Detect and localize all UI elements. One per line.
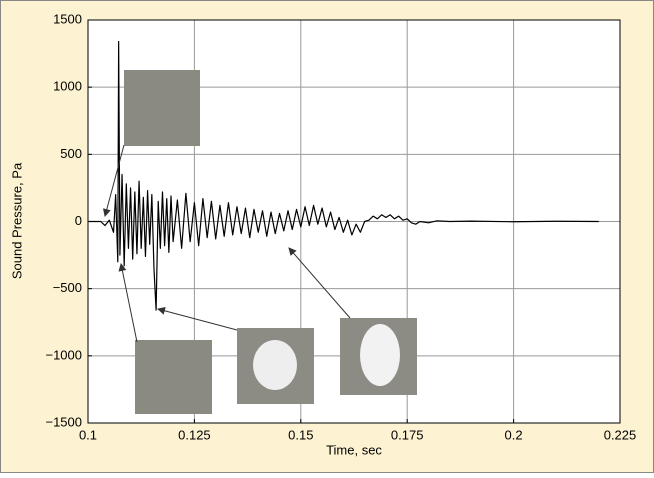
- inset-cloud: [360, 324, 400, 386]
- y-tick-label: 1000: [53, 79, 82, 94]
- data-line: [88, 40, 599, 311]
- x-tick-label: 0.15: [288, 427, 313, 442]
- y-tick-label: 0: [75, 213, 82, 228]
- y-tick-label: −1000: [45, 347, 82, 362]
- y-tick-label: −500: [53, 280, 82, 295]
- y-tick-label: 500: [60, 146, 82, 161]
- x-tick-label: 0.1: [79, 427, 97, 442]
- x-tick-label: 0.125: [178, 427, 211, 442]
- x-axis-label: Time, sec: [326, 442, 382, 457]
- arrow: [157, 306, 238, 331]
- arrow: [288, 247, 351, 319]
- inset-cloud: [253, 340, 297, 390]
- x-tick-label: 0.175: [391, 427, 424, 442]
- insets: [102, 70, 417, 414]
- y-tick-label: −1500: [45, 414, 82, 429]
- x-tick-label: 0.225: [604, 427, 637, 442]
- arrow: [102, 144, 125, 217]
- inset-image: [135, 340, 212, 414]
- y-axis-label: Sound Pressure, Pa: [9, 162, 24, 279]
- inset-image: [124, 70, 200, 146]
- x-tick-label: 0.2: [505, 427, 523, 442]
- arrow: [118, 263, 138, 343]
- y-tick-label: 1500: [53, 11, 82, 26]
